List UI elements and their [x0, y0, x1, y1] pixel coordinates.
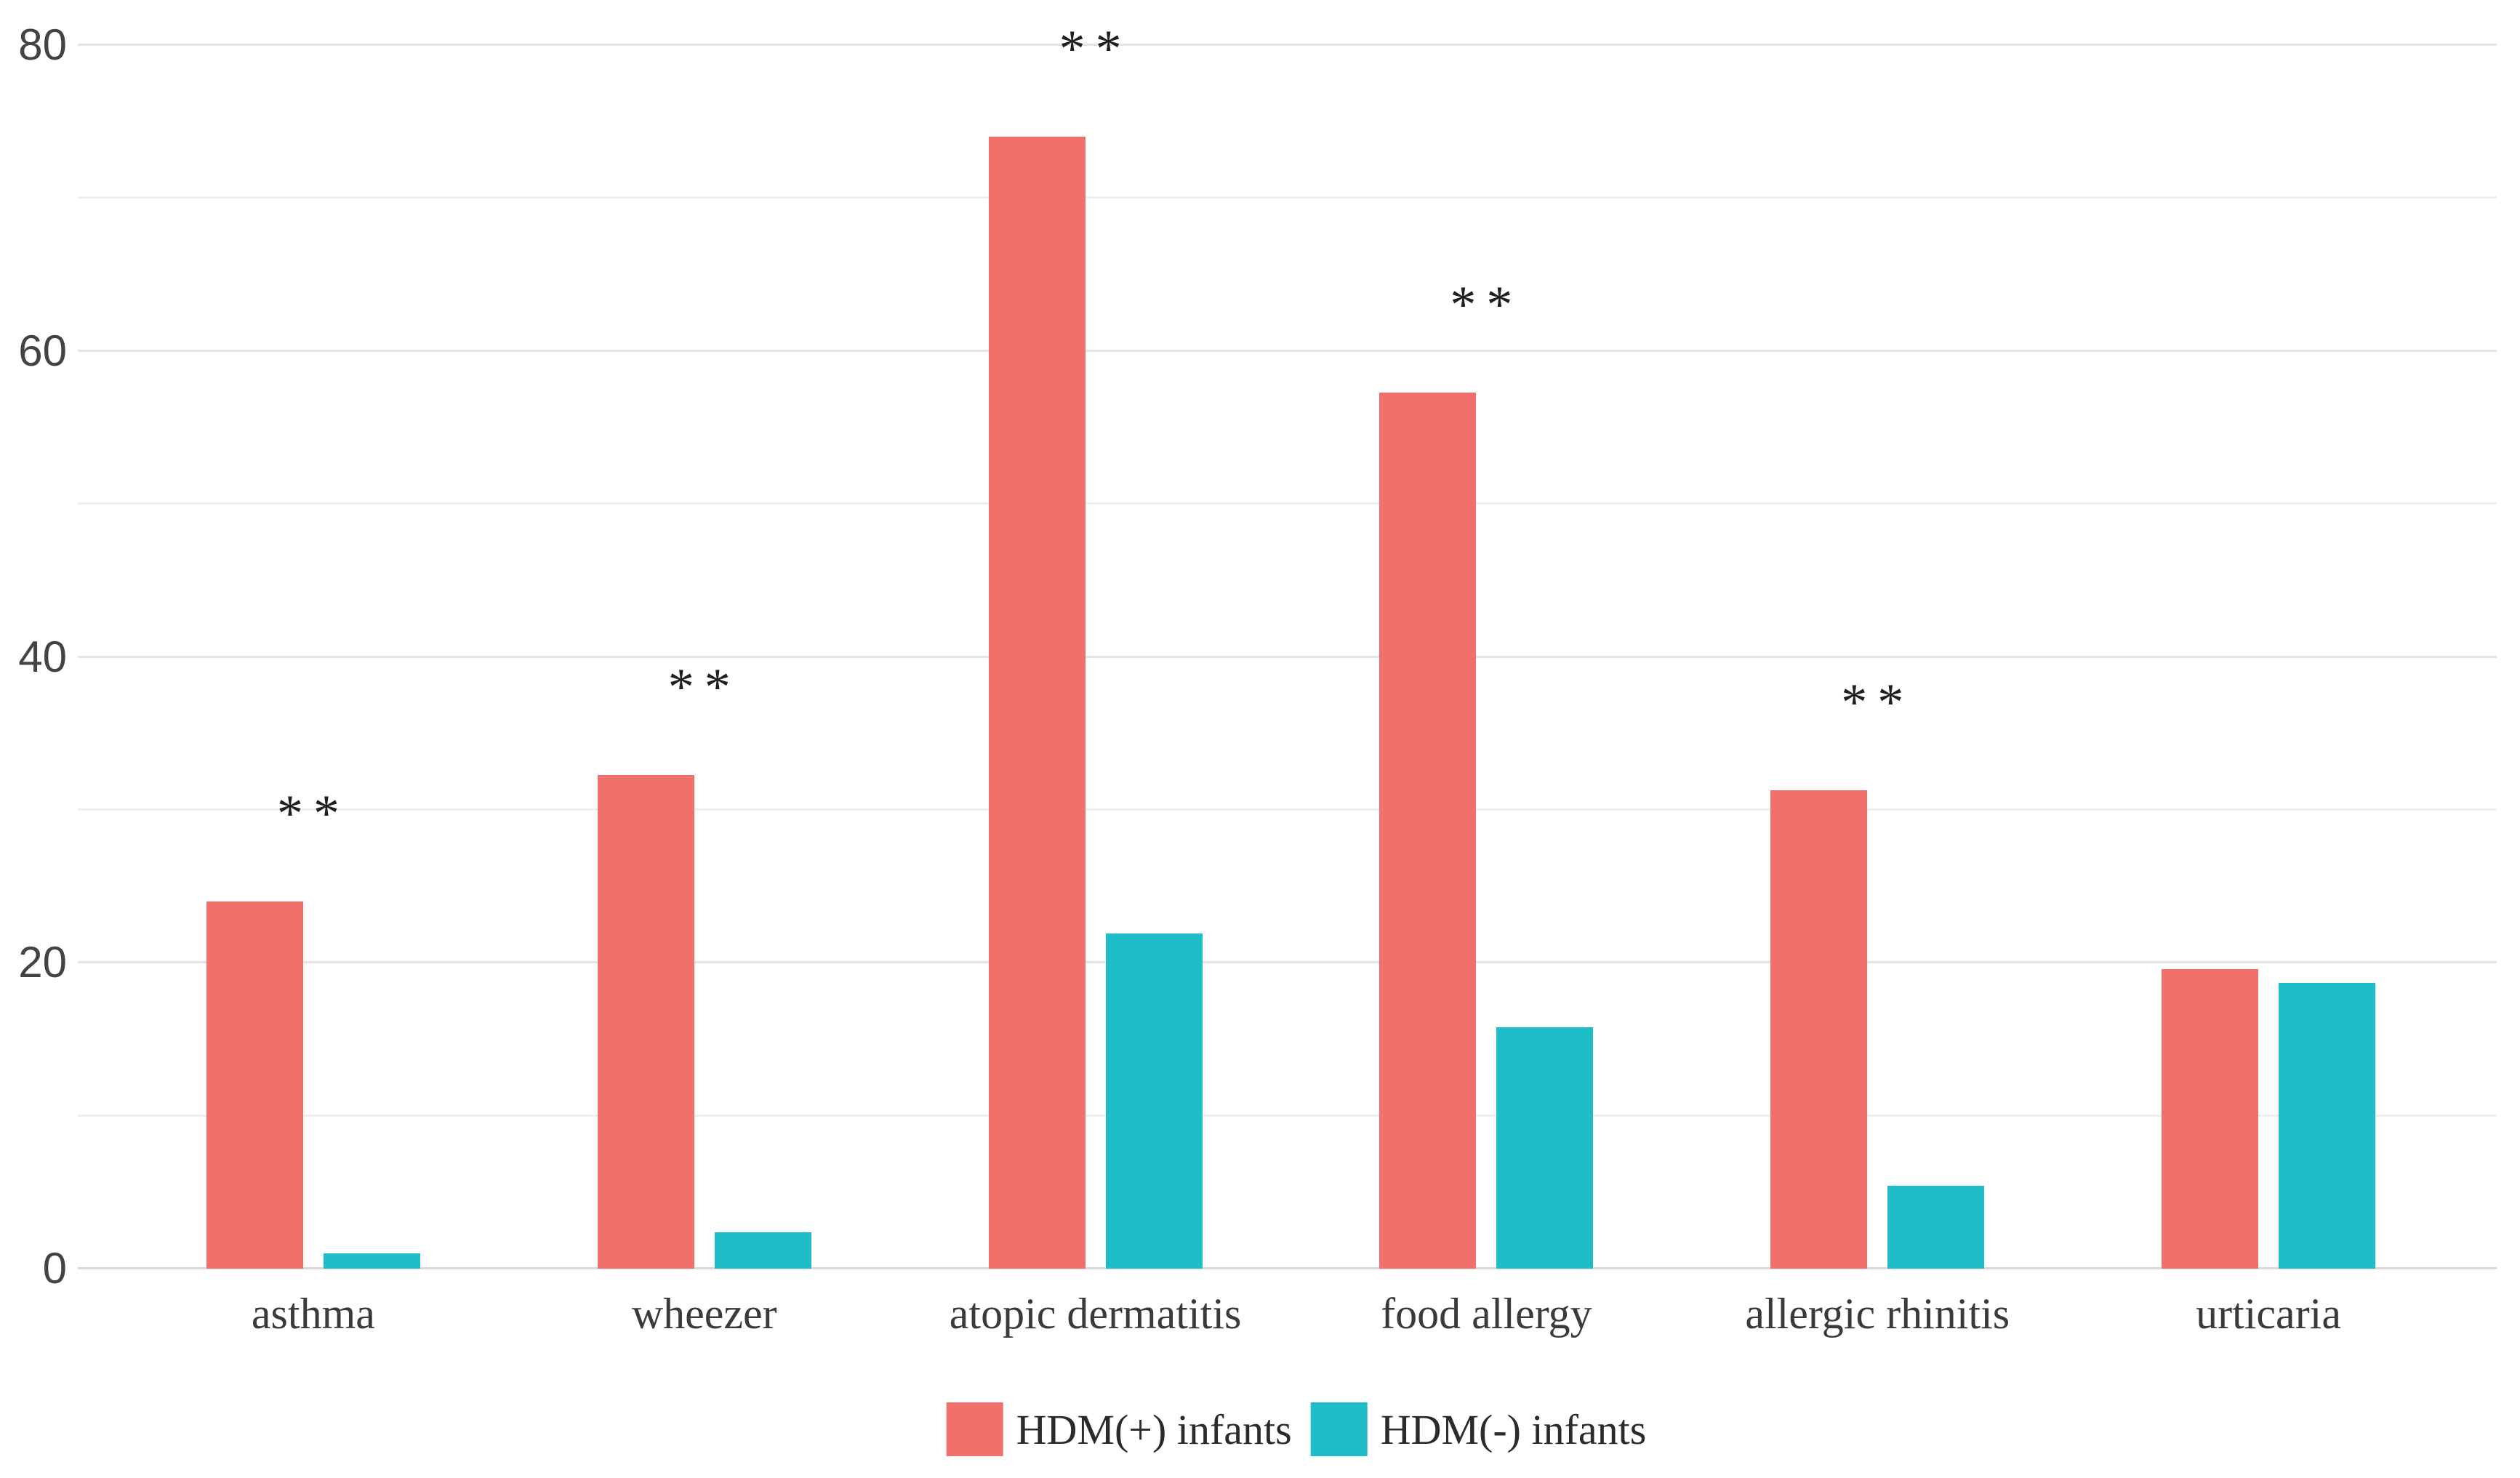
legend-item-hdm-negative: HDM(-) infants	[1310, 1402, 1647, 1456]
bar-hdm-infants-allergic-rhinitis	[1887, 1186, 1985, 1269]
y-tick-label-40: 40	[18, 632, 67, 681]
bar-hdm-infants-food-allergy	[1379, 392, 1477, 1269]
x-category-label-atopic-dermatitis: atopic dermatitis	[949, 1290, 1242, 1338]
gridline-y-70	[78, 196, 2497, 199]
bar-group-atopic-dermatitis: ** atopic dermatitis	[900, 23, 1291, 1338]
gridline-y-60	[78, 349, 2497, 352]
legend-swatch-hdm-positive	[946, 1402, 1003, 1456]
gridline-y-0	[78, 1267, 2497, 1269]
bar-hdm-infants-wheezer	[714, 1232, 811, 1269]
bar-groups: ** asthma ** wheezer ** atopic dermatitis ** fo…	[118, 23, 2464, 1338]
plot-area: ** asthma ** wheezer ** atopic dermatitis ** fo…	[78, 23, 2497, 1338]
x-category-label-allergic-rhinitis: allergic rhinitis	[1745, 1290, 2010, 1338]
y-tick-label-20: 20	[18, 938, 67, 987]
significance-mark-asthma: **	[276, 784, 350, 843]
gridline-y-10	[78, 1114, 2497, 1117]
x-category-label-wheezer: wheezer	[631, 1290, 777, 1338]
bar-hdm-infants-urticaria	[2279, 982, 2376, 1269]
bar-hdm-infants-allergic-rhinitis	[1770, 790, 1868, 1269]
bar-hdm-infants-atopic-dermatitis	[1105, 933, 1203, 1269]
bar-hdm-infants-urticaria	[2162, 968, 2259, 1269]
bar-hdm-infants-asthma	[323, 1253, 420, 1269]
significance-mark-atopic-dermatitis: **	[1059, 20, 1132, 79]
bar-group-allergic-rhinitis: ** allergic rhinitis	[1682, 45, 2073, 1338]
bar-group-wheezer: ** wheezer	[509, 45, 900, 1338]
legend-swatch-hdm-negative	[1310, 1402, 1368, 1456]
bar-hdm-infants-food-allergy	[1496, 1027, 1594, 1269]
y-tick-label-0: 0	[42, 1244, 67, 1293]
bar-group-urticaria: urticaria	[2073, 45, 2464, 1338]
gridline-y-20	[78, 961, 2497, 964]
legend-item-hdm-positive: HDM(+) infants	[946, 1402, 1292, 1456]
bar-group-food-allergy: ** food allergy	[1291, 45, 1682, 1338]
gridline-y-40	[78, 655, 2497, 658]
bar-group-asthma: ** asthma	[118, 45, 509, 1338]
significance-mark-wheezer: **	[667, 657, 741, 716]
y-tick-label-60: 60	[18, 326, 67, 375]
x-category-label-food-allergy: food allergy	[1381, 1290, 1592, 1338]
legend-label-hdm-positive: HDM(+) infants	[1016, 1405, 1292, 1453]
significance-mark-food-allergy: **	[1450, 275, 1523, 334]
significance-mark-allergic-rhinitis: **	[1841, 672, 1914, 731]
gridline-y-30	[78, 808, 2497, 811]
legend-label-hdm-negative: HDM(-) infants	[1380, 1405, 1647, 1453]
legend: HDM(+) infants HDM(-) infants	[946, 1402, 1647, 1456]
gridline-y-80	[78, 44, 2497, 46]
x-category-label-urticaria: urticaria	[2196, 1290, 2341, 1338]
bar-hdm-infants-atopic-dermatitis	[988, 137, 1086, 1269]
x-category-label-asthma: asthma	[251, 1290, 375, 1338]
y-tick-label-80: 80	[18, 20, 67, 69]
bar-hdm-infants-wheezer	[597, 774, 694, 1269]
bar-hdm-infants-asthma	[206, 901, 303, 1269]
gridline-y-50	[78, 502, 2497, 505]
